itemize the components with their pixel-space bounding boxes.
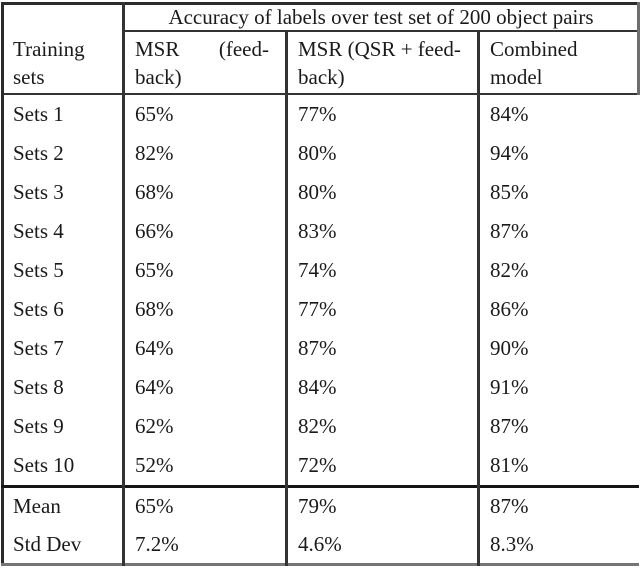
cell-msr-qsr-feedback: 74% [285,251,479,290]
row-label: Sets 4 [13,219,64,243]
col-header-msr-qsr-feedback: MSR (QSR + feed- back) [285,31,479,95]
col-header-msr-feedback-line1: MSR (feed- [135,35,285,63]
cell-msr-qsr-feedback: 80% [285,134,479,173]
row-label: Sets 9 [13,414,64,438]
col-header-combined-model-line2: model [490,65,543,89]
results-table: Training sets Accuracy of labels over te… [1,2,640,566]
cell-combined: 85% [477,173,639,212]
table-span-header: Accuracy of labels over test set of 200 … [122,3,640,32]
row-label: Sets 2 [13,141,64,165]
cell-msr-feedback: 62% [122,407,287,446]
col-header-msr-feedback-word-right: (feed- [218,37,269,61]
table-row-sets-10: Sets 10 52% 72% 81% [3,446,639,487]
table-row-sets-5: Sets 5 65% 74% 82% [3,251,639,290]
col-header-msr-feedback-word-left: MSR [135,37,180,61]
table-row-sets-6: Sets 6 68% 77% 86% [3,290,639,329]
table-row-sets-8: Sets 8 64% 84% 91% [3,368,639,407]
col-header-msr-qsr-feedback-line2: back) [298,65,345,89]
cell-msr-feedback: 52% [122,446,287,487]
cell-msr-feedback: 68% [122,290,287,329]
col-header-combined-model: Combined model [477,31,640,95]
cell-combined: 91% [477,368,639,407]
col-header-msr-feedback-line2: back) [135,65,182,89]
table-row-mean: Mean 65% 79% 87% [2,485,639,525]
training-sets-header-line2: sets [13,65,45,89]
cell-msr-feedback: 64% [122,329,287,368]
cell-combined: 8.3% [477,525,639,565]
cell-msr-qsr-feedback: 77% [285,94,479,134]
cell-combined: 90% [477,329,639,368]
cell-combined: 86% [477,290,639,329]
row-label: Sets 6 [13,297,64,321]
cell-combined: 81% [477,446,639,487]
cell-msr-feedback: 66% [122,212,287,251]
cell-msr-feedback: 65% [122,251,287,290]
cell-msr-qsr-feedback: 87% [285,329,479,368]
table-row-sets-1: Sets 1 65% 77% 84% [3,94,639,134]
cell-combined: 84% [477,94,639,134]
cell-msr-qsr-feedback: 83% [285,212,479,251]
row-label: Sets 8 [13,375,64,399]
cell-combined: 82% [477,251,639,290]
cell-msr-feedback: 68% [122,173,287,212]
column-header-row: MSR (feed- back) MSR (QSR + feed- back) … [3,31,640,95]
row-label: Sets 5 [13,258,64,282]
row-label: Sets 10 [13,453,75,477]
cell-msr-qsr-feedback: 80% [285,173,479,212]
table-row-sets-7: Sets 7 64% 87% 90% [3,329,639,368]
table-row-sets-2: Sets 2 82% 80% 94% [3,134,639,173]
row-label: Sets 1 [13,102,64,126]
cell-msr-feedback: 82% [122,134,287,173]
cell-combined: 87% [477,407,639,446]
cell-msr-feedback: 64% [122,368,287,407]
cell-msr-qsr-feedback: 79% [285,485,479,525]
col-header-msr-feedback: MSR (feed- back) [122,31,287,95]
row-label: Sets 3 [13,180,64,204]
table-row-sets-4: Sets 4 66% 83% 87% [3,212,639,251]
cell-msr-feedback: 65% [122,94,287,134]
cell-msr-qsr-feedback: 84% [285,368,479,407]
cell-combined: 87% [477,212,639,251]
table-row-sets-9: Sets 9 62% 82% 87% [3,407,639,446]
caption-row: Training sets Accuracy of labels over te… [2,3,640,95]
training-sets-header-line1: Training [13,37,85,61]
table-row-std-dev: Std Dev 7.2% 4.6% 8.3% [3,525,639,565]
cell-msr-qsr-feedback: 77% [285,290,479,329]
table-row-sets-3: Sets 3 68% 80% 85% [3,173,639,212]
row-label: Std Dev [13,531,82,556]
training-sets-header: Training sets [2,3,124,95]
cell-msr-qsr-feedback: 82% [285,407,479,446]
cell-msr-feedback: 65% [122,485,287,525]
cell-msr-feedback: 7.2% [122,525,287,565]
row-label: Sets 7 [13,336,64,360]
col-header-combined-model-line1: Combined [490,37,578,61]
cell-combined: 94% [477,134,639,173]
row-label: Mean [2,485,124,525]
col-header-msr-qsr-feedback-line1: MSR (QSR + feed- [298,37,461,61]
cell-msr-qsr-feedback: 72% [285,446,479,487]
cell-msr-qsr-feedback: 4.6% [285,525,479,565]
cell-combined: 87% [477,485,639,525]
